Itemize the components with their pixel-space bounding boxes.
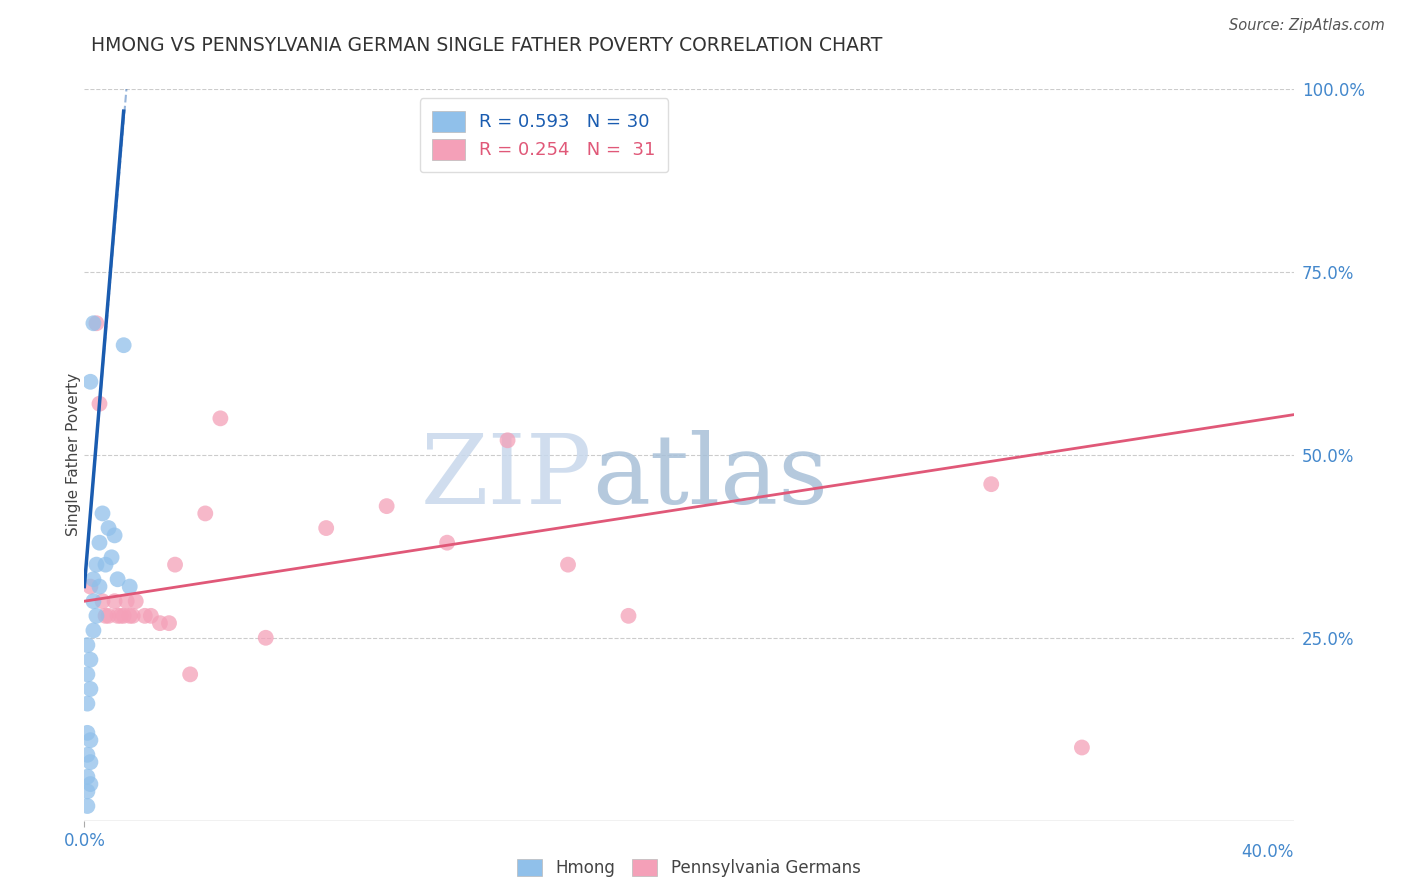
Legend: Hmong, Pennsylvania Germans: Hmong, Pennsylvania Germans — [510, 852, 868, 884]
Point — [79, 681, 101, 696]
Point — [79, 375, 101, 389]
Point — [118, 608, 141, 623]
Point — [179, 667, 201, 681]
Point — [89, 580, 111, 594]
Point — [617, 608, 640, 623]
Text: Source: ZipAtlas.com: Source: ZipAtlas.com — [1229, 18, 1385, 33]
Point — [79, 777, 101, 791]
Point — [79, 755, 101, 769]
Point — [76, 784, 98, 798]
Point — [209, 411, 232, 425]
Point — [139, 608, 162, 623]
Point — [79, 580, 101, 594]
Point — [79, 653, 101, 667]
Point — [94, 558, 117, 572]
Y-axis label: Single Father Poverty: Single Father Poverty — [66, 374, 80, 536]
Point — [100, 550, 122, 565]
Point — [980, 477, 1002, 491]
Text: 40.0%: 40.0% — [1241, 843, 1294, 861]
Point — [165, 558, 187, 572]
Point — [125, 594, 148, 608]
Point — [89, 535, 111, 549]
Point — [134, 608, 156, 623]
Point — [89, 397, 111, 411]
Point — [1071, 740, 1094, 755]
Point — [91, 594, 114, 608]
Point — [254, 631, 277, 645]
Point — [97, 521, 120, 535]
Point — [76, 667, 98, 681]
Point — [149, 616, 172, 631]
Point — [91, 507, 114, 521]
Point — [121, 608, 143, 623]
Point — [79, 733, 101, 747]
Point — [557, 558, 579, 572]
Point — [107, 608, 129, 623]
Point — [82, 316, 104, 330]
Point — [112, 608, 135, 623]
Point — [315, 521, 337, 535]
Point — [76, 726, 98, 740]
Point — [94, 608, 117, 623]
Point — [76, 638, 98, 652]
Point — [86, 608, 108, 623]
Point — [107, 572, 129, 586]
Point — [496, 434, 519, 448]
Point — [157, 616, 180, 631]
Point — [375, 499, 398, 513]
Point — [194, 507, 217, 521]
Text: ZIP: ZIP — [420, 430, 592, 524]
Point — [76, 747, 98, 762]
Text: atlas: atlas — [592, 430, 828, 524]
Point — [110, 608, 132, 623]
Point — [76, 799, 98, 814]
Point — [104, 594, 127, 608]
Point — [76, 697, 98, 711]
Point — [97, 608, 120, 623]
Point — [86, 316, 108, 330]
Point — [76, 770, 98, 784]
Point — [86, 558, 108, 572]
Point — [82, 594, 104, 608]
Point — [115, 594, 138, 608]
Point — [104, 528, 127, 542]
Legend: R = 0.593   N = 30, R = 0.254   N =  31: R = 0.593 N = 30, R = 0.254 N = 31 — [420, 98, 668, 172]
Point — [82, 572, 104, 586]
Point — [82, 624, 104, 638]
Text: HMONG VS PENNSYLVANIA GERMAN SINGLE FATHER POVERTY CORRELATION CHART: HMONG VS PENNSYLVANIA GERMAN SINGLE FATH… — [91, 36, 883, 54]
Point — [436, 535, 458, 549]
Point — [112, 338, 135, 352]
Point — [118, 580, 141, 594]
